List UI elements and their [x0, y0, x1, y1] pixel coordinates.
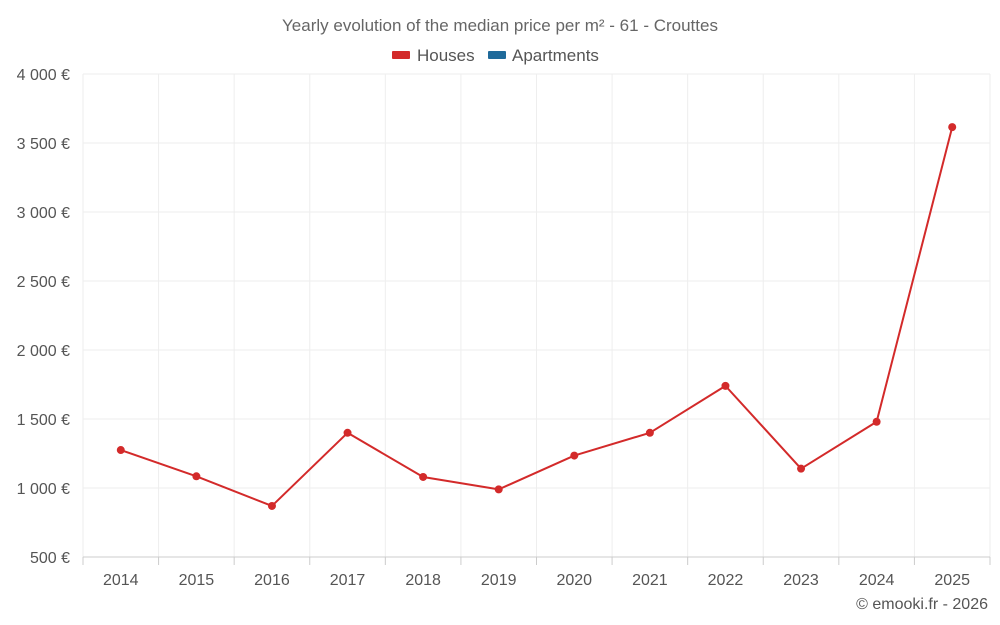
legend-swatch-houses — [392, 51, 410, 59]
y-tick-label: 2 500 € — [17, 274, 70, 291]
x-tick-label: 2019 — [481, 572, 517, 589]
chart-title: Yearly evolution of the median price per… — [282, 16, 718, 35]
y-tick-label: 500 € — [30, 550, 70, 567]
grid — [82, 73, 991, 557]
axes — [82, 556, 991, 565]
data-point-houses[interactable] — [721, 381, 730, 390]
x-tick-label: 2016 — [254, 572, 290, 589]
series — [116, 123, 957, 510]
data-point-houses[interactable] — [494, 485, 503, 494]
data-point-houses[interactable] — [192, 472, 201, 481]
series-line-houses — [120, 126, 954, 507]
legend-swatch-apartments — [488, 51, 506, 59]
y-tick-label: 3 500 € — [17, 136, 70, 153]
legend-label-apartments[interactable]: Apartments — [512, 46, 599, 65]
y-tick-label: 2 000 € — [17, 343, 70, 360]
x-tick-label: 2018 — [405, 572, 441, 589]
data-point-houses[interactable] — [116, 446, 125, 455]
data-point-houses[interactable] — [570, 451, 579, 460]
x-tick-label: 2022 — [708, 572, 744, 589]
x-tick-label: 2020 — [556, 572, 592, 589]
data-point-houses[interactable] — [948, 123, 957, 132]
x-tick-label: 2014 — [103, 572, 139, 589]
legend-label-houses[interactable]: Houses — [417, 46, 475, 65]
y-tick-label: 1 500 € — [17, 412, 70, 429]
y-tick-label: 1 000 € — [17, 481, 70, 498]
data-point-houses[interactable] — [872, 417, 881, 426]
data-point-houses[interactable] — [797, 464, 806, 473]
legend: Houses Apartments — [392, 46, 599, 65]
x-tick-label: 2024 — [859, 572, 895, 589]
x-tick-label: 2015 — [179, 572, 215, 589]
x-tick-label: 2023 — [783, 572, 819, 589]
data-point-houses[interactable] — [343, 428, 352, 437]
x-tick-label: 2025 — [934, 572, 970, 589]
x-tick-label: 2021 — [632, 572, 668, 589]
y-tick-label: 3 000 € — [17, 205, 70, 222]
data-point-houses[interactable] — [645, 428, 654, 437]
data-point-houses[interactable] — [267, 501, 276, 510]
x-axis-ticks: 2014 2015 2016 2017 2018 2019 2020 2021 2022 2023… — [103, 572, 970, 589]
data-point-houses[interactable] — [419, 472, 428, 481]
y-tick-label: 4 000 € — [17, 67, 70, 84]
x-tick-label: 2017 — [330, 572, 366, 589]
footer-credit: © emooki.fr - 2026 — [856, 596, 988, 613]
y-axis-ticks: 500 € 1 000 € 1 500 € 2 000 € 2 500 € 3 000 €… — [17, 67, 70, 567]
